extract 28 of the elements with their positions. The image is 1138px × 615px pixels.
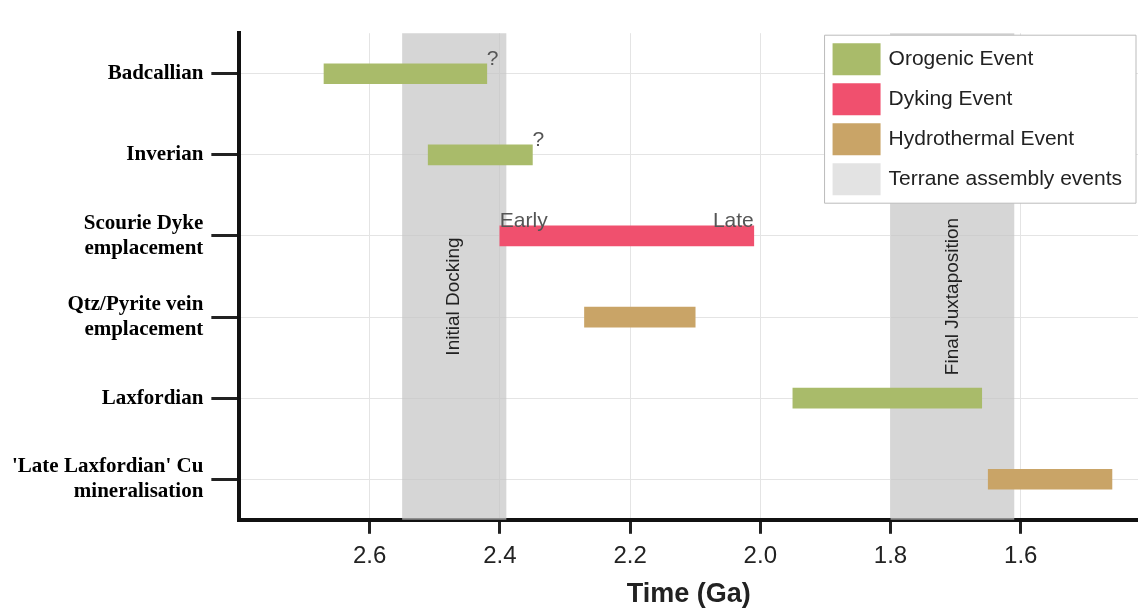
y-tick-label: Badcallian [107,60,204,85]
legend-label: Terrane assembly events [888,166,1123,189]
annotation: Early [499,208,549,232]
y-tick-label: Scourie Dyke emplacement [83,209,204,259]
band-label: Initial Docking [442,237,464,356]
annotation: ? [532,127,545,151]
x-axis-title: Time (Ga) [626,578,751,609]
y-tick-label: 'Late Laxfordian' Cu mineralisation [11,453,204,503]
legend-label: Hydrothermal Event [888,126,1075,149]
legend-label: Orogenic Event [888,46,1034,69]
annotation: Late [712,208,754,232]
bar [987,468,1113,490]
x-tick-label: 1.8 [873,540,908,568]
y-tick-label: Inverian [126,141,204,166]
band-label: Final Juxtaposition [940,217,962,376]
y-tick-label: Qtz/Pyrite vein emplacement [67,290,204,341]
x-tick-label: 2.0 [743,540,777,568]
legend-label: Dyking Event [888,86,1013,109]
bar [323,63,488,85]
bar [584,306,696,328]
y-tick-label: Laxfordian [101,384,204,409]
x-tick-label: 2.4 [483,540,517,568]
bar [427,144,533,166]
x-tick-label: 1.6 [1004,540,1038,568]
x-tick-label: 2.6 [352,540,387,568]
x-tick-label: 2.2 [613,540,647,568]
bar [792,387,983,409]
annotation: ? [486,46,499,70]
